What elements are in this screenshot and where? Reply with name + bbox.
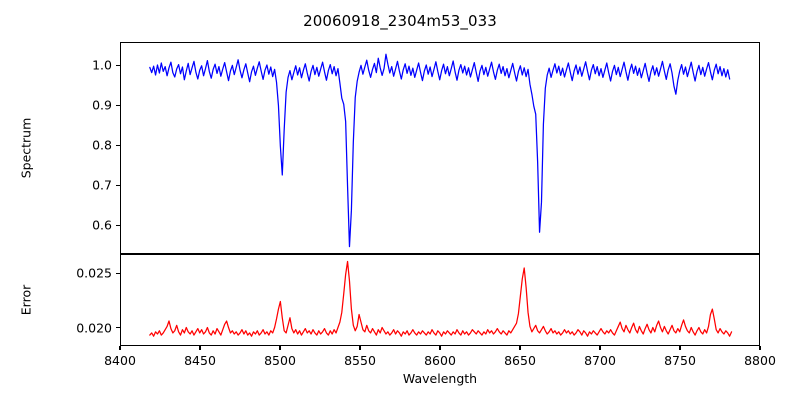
- y-tickmark-error: [116, 326, 120, 329]
- x-tickmark: [599, 346, 601, 350]
- error-trace: [149, 260, 733, 337]
- x-tickmark: [199, 346, 201, 350]
- x-tick-label: 8800: [744, 353, 776, 368]
- x-tickmark: [439, 346, 441, 350]
- y-tick-label-spectrum: 0.8: [92, 137, 112, 153]
- x-axis-label: Wavelength: [402, 371, 478, 386]
- y-tickmark-spectrum: [116, 104, 120, 106]
- x-tick-label: 8700: [584, 353, 616, 368]
- y-axis-label-spectrum: Spectrum: [18, 117, 34, 179]
- y-tick-label-error: 0.020: [76, 320, 112, 336]
- y-axis-label-error: Error: [18, 284, 34, 316]
- x-tickmark: [119, 346, 121, 350]
- x-tickmark: [759, 346, 761, 350]
- x-tickmark: [279, 346, 281, 350]
- y-tickmark-spectrum: [116, 224, 120, 226]
- y-tick-label-spectrum: 0.7: [92, 177, 112, 193]
- y-tickmark-spectrum: [116, 64, 120, 66]
- error-plot-panel: [120, 254, 760, 346]
- y-tick-label-error: 0.025: [76, 265, 112, 281]
- x-tick-label: 8650: [504, 353, 536, 368]
- page-title: 20060918_2304m53_033: [303, 12, 497, 30]
- spectrum-plot-panel: [120, 42, 760, 254]
- y-tickmark-spectrum: [116, 144, 120, 146]
- x-tick-label: 8600: [424, 353, 456, 368]
- y-tick-label-spectrum: 1.0: [92, 57, 112, 73]
- y-tickmark-error: [116, 272, 120, 275]
- x-tick-label: 8400: [104, 353, 136, 368]
- y-tickmark-spectrum: [116, 184, 120, 186]
- spectrum-trace: [149, 53, 731, 248]
- x-tick-label: 8500: [264, 353, 296, 368]
- x-tick-label: 8750: [664, 353, 696, 368]
- y-tick-label-spectrum: 0.9: [92, 97, 112, 113]
- x-tickmark: [519, 346, 521, 350]
- x-tick-label: 8450: [184, 353, 216, 368]
- y-tick-label-spectrum: 0.6: [92, 217, 112, 233]
- x-tickmark: [679, 346, 681, 350]
- x-tickmark: [359, 346, 361, 350]
- x-tick-label: 8550: [344, 353, 376, 368]
